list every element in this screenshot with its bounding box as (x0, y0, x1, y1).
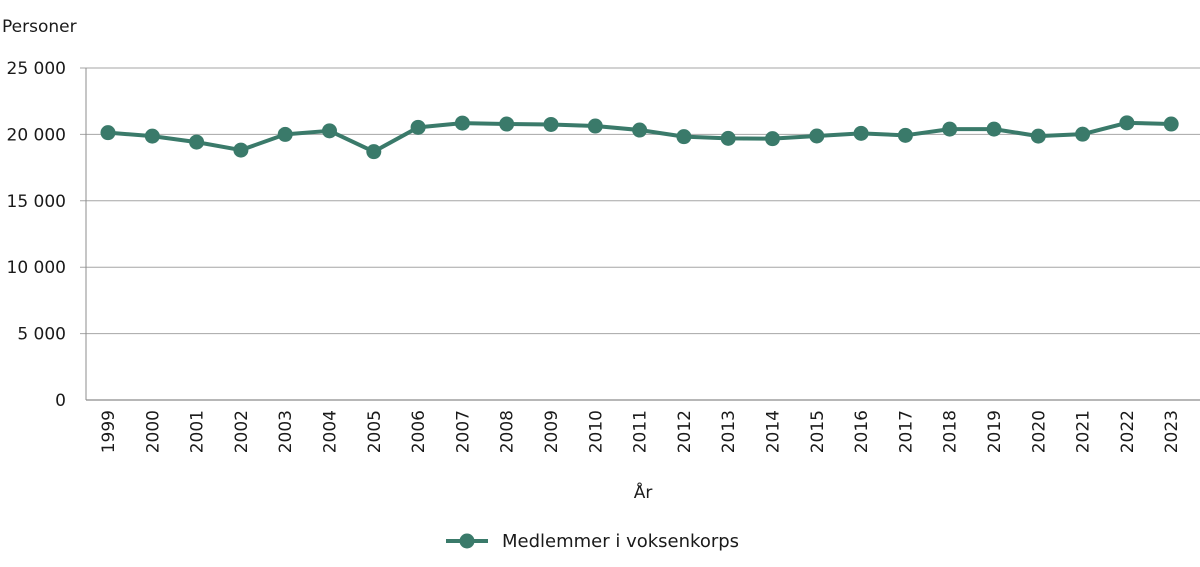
data-point (587, 118, 603, 134)
y-tick-label: 25 000 (7, 59, 66, 79)
data-point (986, 121, 1002, 137)
data-point (454, 115, 470, 131)
data-point (366, 144, 382, 160)
x-tick-label: 2020 (1029, 410, 1049, 453)
y-tick-label: 0 (55, 391, 66, 411)
data-point (1030, 128, 1046, 144)
data-point (410, 119, 426, 135)
y-tick-label: 10 000 (7, 258, 66, 278)
x-tick-label: 2004 (321, 410, 341, 453)
data-point (809, 128, 825, 144)
legend-label: Medlemmer i voksenkorps (502, 531, 739, 552)
data-point (543, 116, 559, 132)
data-point (853, 125, 869, 141)
x-tick-label: 2009 (542, 410, 562, 453)
x-tick-label: 2014 (764, 410, 784, 453)
data-point (1163, 116, 1179, 132)
data-point (144, 128, 160, 144)
y-tick-label: 5 000 (17, 325, 66, 345)
y-axis-ticks: 0 5 000 10 000 15 000 20 000 25 000 (7, 59, 66, 411)
legend: Medlemmer i voksenkorps (446, 531, 739, 552)
x-tick-label: 2015 (808, 410, 828, 453)
data-point (765, 131, 780, 147)
data-point (897, 127, 913, 143)
x-tick-label: 2023 (1162, 410, 1182, 453)
x-tick-label: 2022 (1118, 410, 1138, 453)
legend-marker-icon (459, 533, 475, 549)
x-tick-label: 2018 (941, 410, 961, 453)
x-tick-label: 2008 (498, 410, 518, 453)
x-tick-label: 2013 (719, 410, 739, 453)
x-axis-ticks: 1999 2000 2001 2002 2003 2004 2005 2006 2007 2008… (99, 410, 1182, 453)
x-tick-label: 2005 (365, 410, 385, 453)
x-tick-label: 1999 (99, 410, 119, 453)
x-tick-label: 2003 (276, 410, 296, 453)
data-point (233, 142, 249, 158)
data-point (942, 121, 958, 137)
data-point (322, 123, 337, 139)
x-tick-label: 2007 (453, 410, 473, 453)
data-point (676, 129, 692, 145)
x-tick-label: 2011 (631, 410, 651, 453)
x-tick-label: 2000 (143, 410, 163, 453)
x-tick-label: 2010 (586, 410, 606, 453)
data-point (632, 122, 648, 138)
x-tick-label: 2016 (852, 410, 872, 453)
x-tick-label: 2019 (985, 410, 1005, 453)
data-point (1075, 126, 1091, 142)
data-point (277, 126, 293, 142)
x-tick-label: 2021 (1074, 410, 1094, 453)
data-point (1119, 115, 1135, 131)
x-tick-label: 2017 (896, 410, 916, 453)
data-series (100, 115, 1179, 160)
y-tick-label: 15 000 (7, 192, 66, 212)
data-point (720, 130, 736, 146)
x-tick-label: 2001 (188, 410, 208, 453)
data-point (499, 116, 515, 132)
y-tick-label: 20 000 (7, 125, 66, 145)
x-axis-title: År (634, 481, 653, 503)
y-axis-title: Personer (2, 17, 77, 37)
x-tick-label: 2002 (232, 410, 252, 453)
data-point (100, 125, 116, 141)
x-tick-label: 2006 (409, 410, 429, 453)
data-point (189, 134, 205, 150)
x-tick-label: 2012 (675, 410, 695, 453)
gridlines (80, 67, 1200, 401)
